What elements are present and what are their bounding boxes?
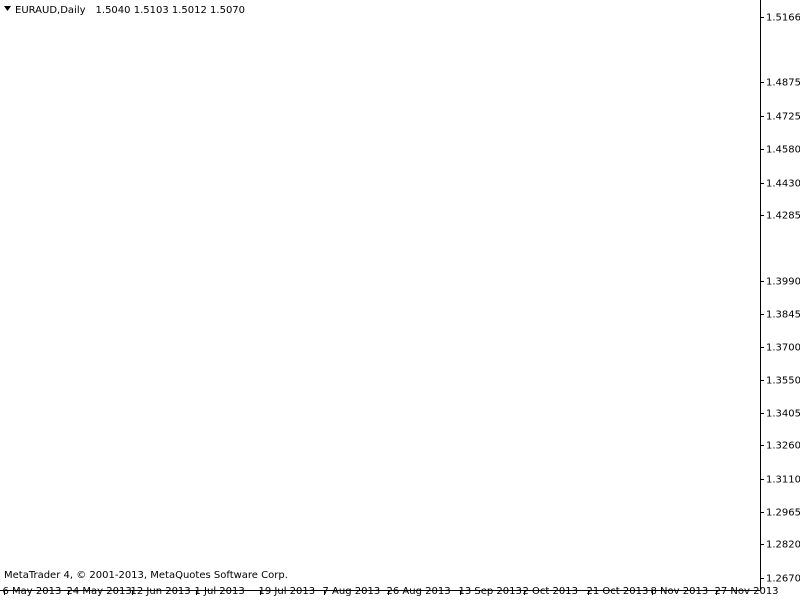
y-tick-label: 1.4430 bbox=[766, 179, 800, 190]
y-tick-label: 1.2965 bbox=[766, 508, 800, 519]
chart-subtitle: 1.5040 1.5103 1.5012 1.5070 bbox=[96, 5, 246, 16]
y-tick-label: 1.5166 bbox=[766, 13, 800, 24]
y-tick-label: 1.4875 bbox=[766, 78, 800, 89]
y-tick-label: 1.3260 bbox=[766, 441, 800, 452]
x-tick-label: 12 Jun 2013 bbox=[131, 586, 191, 597]
y-tick-label: 1.3845 bbox=[766, 310, 800, 321]
x-tick-label: 6 May 2013 bbox=[3, 586, 62, 597]
x-tick-label: 7 Aug 2013 bbox=[323, 586, 381, 597]
y-tick-label: 1.3990 bbox=[766, 277, 800, 288]
y-tick-label: 1.4580 bbox=[766, 145, 800, 156]
menu-triangle bbox=[4, 6, 11, 11]
x-tick-label: 13 Sep 2013 bbox=[459, 586, 522, 597]
y-tick-label: 1.3110 bbox=[766, 475, 800, 486]
x-tick-label: 1 Jul 2013 bbox=[195, 586, 245, 597]
footer: MetaTrader 4, © 2001-2013, MetaQuotes So… bbox=[4, 570, 288, 581]
y-tick-label: 1.3405 bbox=[766, 409, 800, 420]
x-tick-label: 24 May 2013 bbox=[67, 586, 132, 597]
y-tick-label: 1.4725 bbox=[766, 112, 800, 123]
x-tick-label: 8 Nov 2013 bbox=[651, 586, 709, 597]
x-tick-label: 19 Jul 2013 bbox=[259, 586, 316, 597]
chart-title: EURAUD,Daily bbox=[15, 5, 86, 16]
x-tick-label: 26 Aug 2013 bbox=[387, 586, 451, 597]
y-tick-label: 1.3700 bbox=[766, 343, 800, 354]
y-tick-label: 1.2820 bbox=[766, 540, 800, 551]
x-tick-label: 2 Oct 2013 bbox=[523, 586, 578, 597]
y-tick-label: 1.4285 bbox=[766, 211, 800, 222]
y-tick-label: 1.3550 bbox=[766, 376, 800, 387]
x-tick-label: 27 Nov 2013 bbox=[715, 586, 779, 597]
y-tick-label: 1.2670 bbox=[766, 574, 800, 585]
x-tick-label: 21 Oct 2013 bbox=[587, 586, 649, 597]
